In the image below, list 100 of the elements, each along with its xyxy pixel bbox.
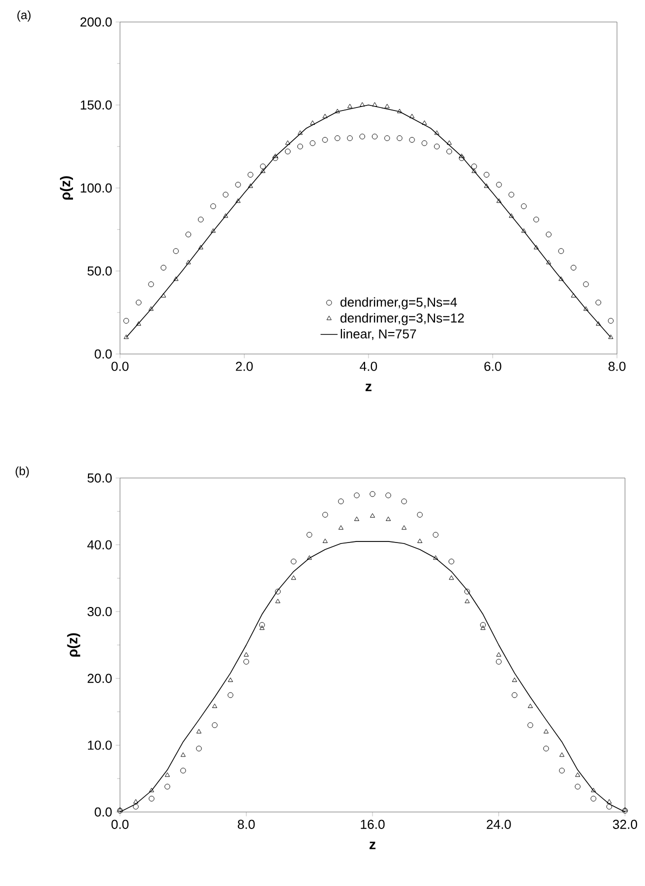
x-tick-label: 4.0	[360, 362, 377, 371]
point	[372, 102, 378, 107]
point	[338, 525, 344, 530]
point	[196, 746, 202, 752]
point	[359, 134, 366, 140]
point	[298, 130, 303, 135]
point	[386, 516, 391, 521]
point	[417, 538, 422, 544]
point	[322, 538, 328, 544]
point	[260, 164, 266, 170]
point	[480, 622, 486, 628]
point	[285, 140, 290, 145]
point	[243, 658, 250, 665]
point	[272, 154, 278, 158]
point	[433, 555, 438, 560]
point	[212, 722, 218, 728]
x-axis-title: z	[370, 842, 376, 850]
y-axis-title: ρ(z)	[60, 176, 73, 200]
point	[310, 120, 316, 125]
point	[322, 114, 328, 118]
point	[370, 491, 376, 497]
point	[322, 512, 328, 518]
point	[508, 192, 514, 198]
point	[608, 318, 614, 324]
point	[574, 784, 580, 790]
point	[124, 334, 129, 339]
y-tick-label: 30.0	[88, 607, 112, 616]
point	[401, 498, 407, 504]
point	[558, 248, 564, 254]
point	[417, 512, 423, 518]
y-tick-label: 150.0	[80, 100, 112, 110]
point	[484, 172, 490, 178]
point	[448, 575, 454, 580]
point	[559, 752, 564, 757]
point	[512, 678, 518, 682]
point	[533, 216, 540, 222]
point	[606, 799, 612, 804]
point	[210, 228, 216, 233]
point	[148, 306, 154, 311]
point	[306, 532, 312, 538]
point	[136, 321, 142, 326]
point	[384, 104, 390, 108]
point	[459, 154, 464, 158]
point	[173, 276, 178, 281]
point	[570, 264, 576, 271]
point	[496, 652, 502, 657]
point	[260, 625, 265, 630]
point	[422, 120, 427, 125]
point	[472, 168, 477, 173]
point	[534, 244, 539, 250]
point	[259, 622, 265, 628]
point	[546, 232, 552, 238]
y-tick-label: 40.0	[87, 540, 112, 550]
point	[149, 788, 154, 792]
y-tick-label: 0.0	[94, 807, 112, 817]
point	[235, 182, 241, 188]
point	[508, 213, 514, 218]
y-tick-label: 50.0	[88, 473, 112, 483]
point	[223, 213, 228, 218]
point	[397, 108, 402, 114]
point	[409, 114, 414, 118]
point	[322, 137, 328, 143]
point	[212, 704, 218, 708]
x-tick-label: 8.0	[238, 820, 255, 829]
point	[546, 260, 552, 264]
point	[284, 148, 291, 154]
point	[228, 692, 234, 698]
point	[160, 293, 166, 298]
point	[434, 130, 440, 135]
point	[164, 784, 170, 790]
y-tick-label: 50.0	[88, 266, 112, 276]
y-tick-label: 0.0	[94, 349, 112, 359]
point	[544, 728, 549, 734]
point	[186, 260, 191, 264]
point	[480, 625, 486, 630]
point	[185, 232, 192, 238]
point	[559, 768, 565, 774]
point	[347, 104, 352, 108]
point	[575, 772, 580, 777]
point	[133, 799, 138, 804]
point	[583, 306, 588, 311]
point	[334, 108, 340, 114]
point	[484, 183, 490, 188]
point	[338, 498, 344, 504]
point	[596, 300, 602, 306]
x-tick-label: 2.0	[236, 362, 253, 371]
y-tick-label: 10.0	[88, 740, 112, 750]
point	[520, 203, 527, 210]
y-axis-title: ρ(z)	[67, 633, 80, 657]
point	[272, 155, 278, 161]
point	[132, 804, 139, 810]
point	[118, 807, 122, 812]
point	[446, 148, 452, 154]
point	[448, 558, 454, 564]
point	[123, 318, 130, 324]
text: (a)	[17, 10, 31, 22]
point	[248, 172, 254, 178]
point	[291, 575, 296, 580]
point	[583, 281, 589, 288]
point	[198, 216, 204, 222]
